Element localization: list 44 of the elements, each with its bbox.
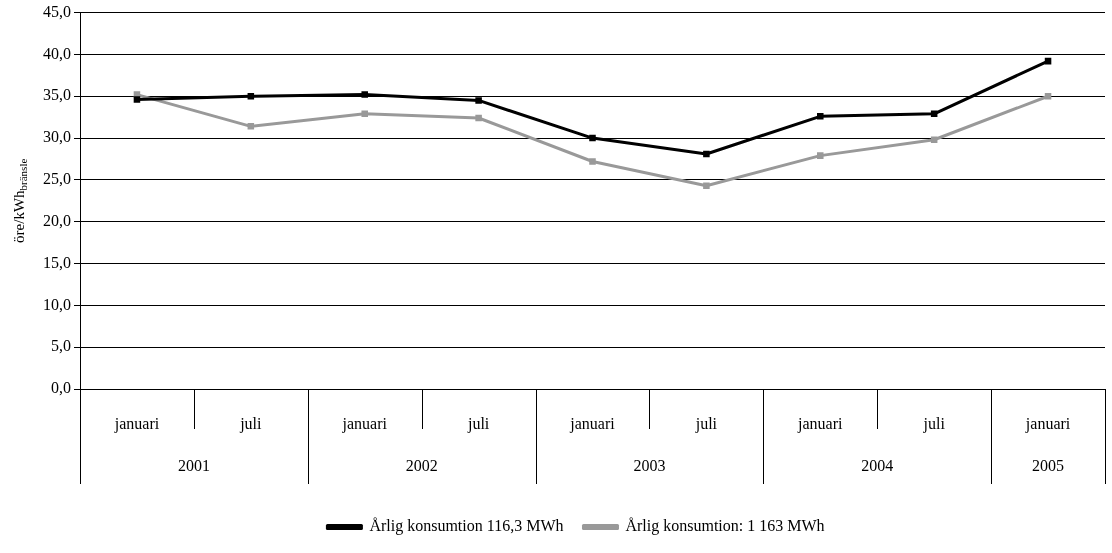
y-tick-label: 0,0: [51, 379, 71, 397]
y-tick-label: 45,0: [43, 2, 71, 20]
point: [930, 110, 938, 118]
point: [817, 113, 824, 120]
legend-label: Årlig konsumtion 116,3 MWh: [369, 517, 564, 536]
x-tick-label: januari: [113, 415, 160, 434]
y-axis-title: öre/kWhbränsle: [10, 158, 29, 243]
x-tick-label: januari: [1024, 415, 1071, 434]
point: [1044, 57, 1052, 65]
point: [475, 114, 482, 122]
point: [703, 182, 710, 190]
text: 2002: [405, 457, 438, 475]
point: [589, 158, 596, 165]
point: [817, 152, 824, 159]
point: [361, 91, 368, 98]
y-tick-label: 15,0: [43, 253, 71, 271]
y-tick-label: 40,0: [43, 44, 71, 62]
x-tick-label: juli: [922, 415, 946, 434]
point: [247, 92, 255, 100]
point: [247, 123, 255, 130]
point: [475, 97, 482, 104]
x-tick-label: juli: [694, 415, 718, 434]
legend-label: Årlig konsumtion: 1 163 MWh: [625, 517, 825, 536]
point: [703, 150, 710, 158]
x-tick-label: januari: [797, 415, 844, 434]
y-tick-label: 10,0: [43, 295, 71, 313]
text: 2003: [633, 457, 666, 475]
y-tick-label: 35,0: [43, 86, 71, 104]
y-tick-label: 20,0: [43, 211, 71, 229]
y-tick-label: 5,0: [51, 337, 71, 355]
x-tick-label: januari: [341, 415, 388, 434]
x-tick-label: januari: [569, 415, 616, 434]
text: 2005: [1032, 457, 1065, 475]
text: 2001: [177, 457, 210, 475]
x-tick-label: juli: [466, 415, 490, 434]
y-tick-label: 25,0: [43, 170, 71, 188]
point: [1044, 92, 1052, 100]
text: 2004: [861, 457, 894, 475]
point: [133, 96, 141, 103]
point: [589, 134, 596, 142]
point: [361, 110, 368, 118]
x-tick-label: juli: [239, 415, 263, 434]
y-tick-label: 30,0: [43, 128, 71, 146]
point: [930, 136, 938, 144]
